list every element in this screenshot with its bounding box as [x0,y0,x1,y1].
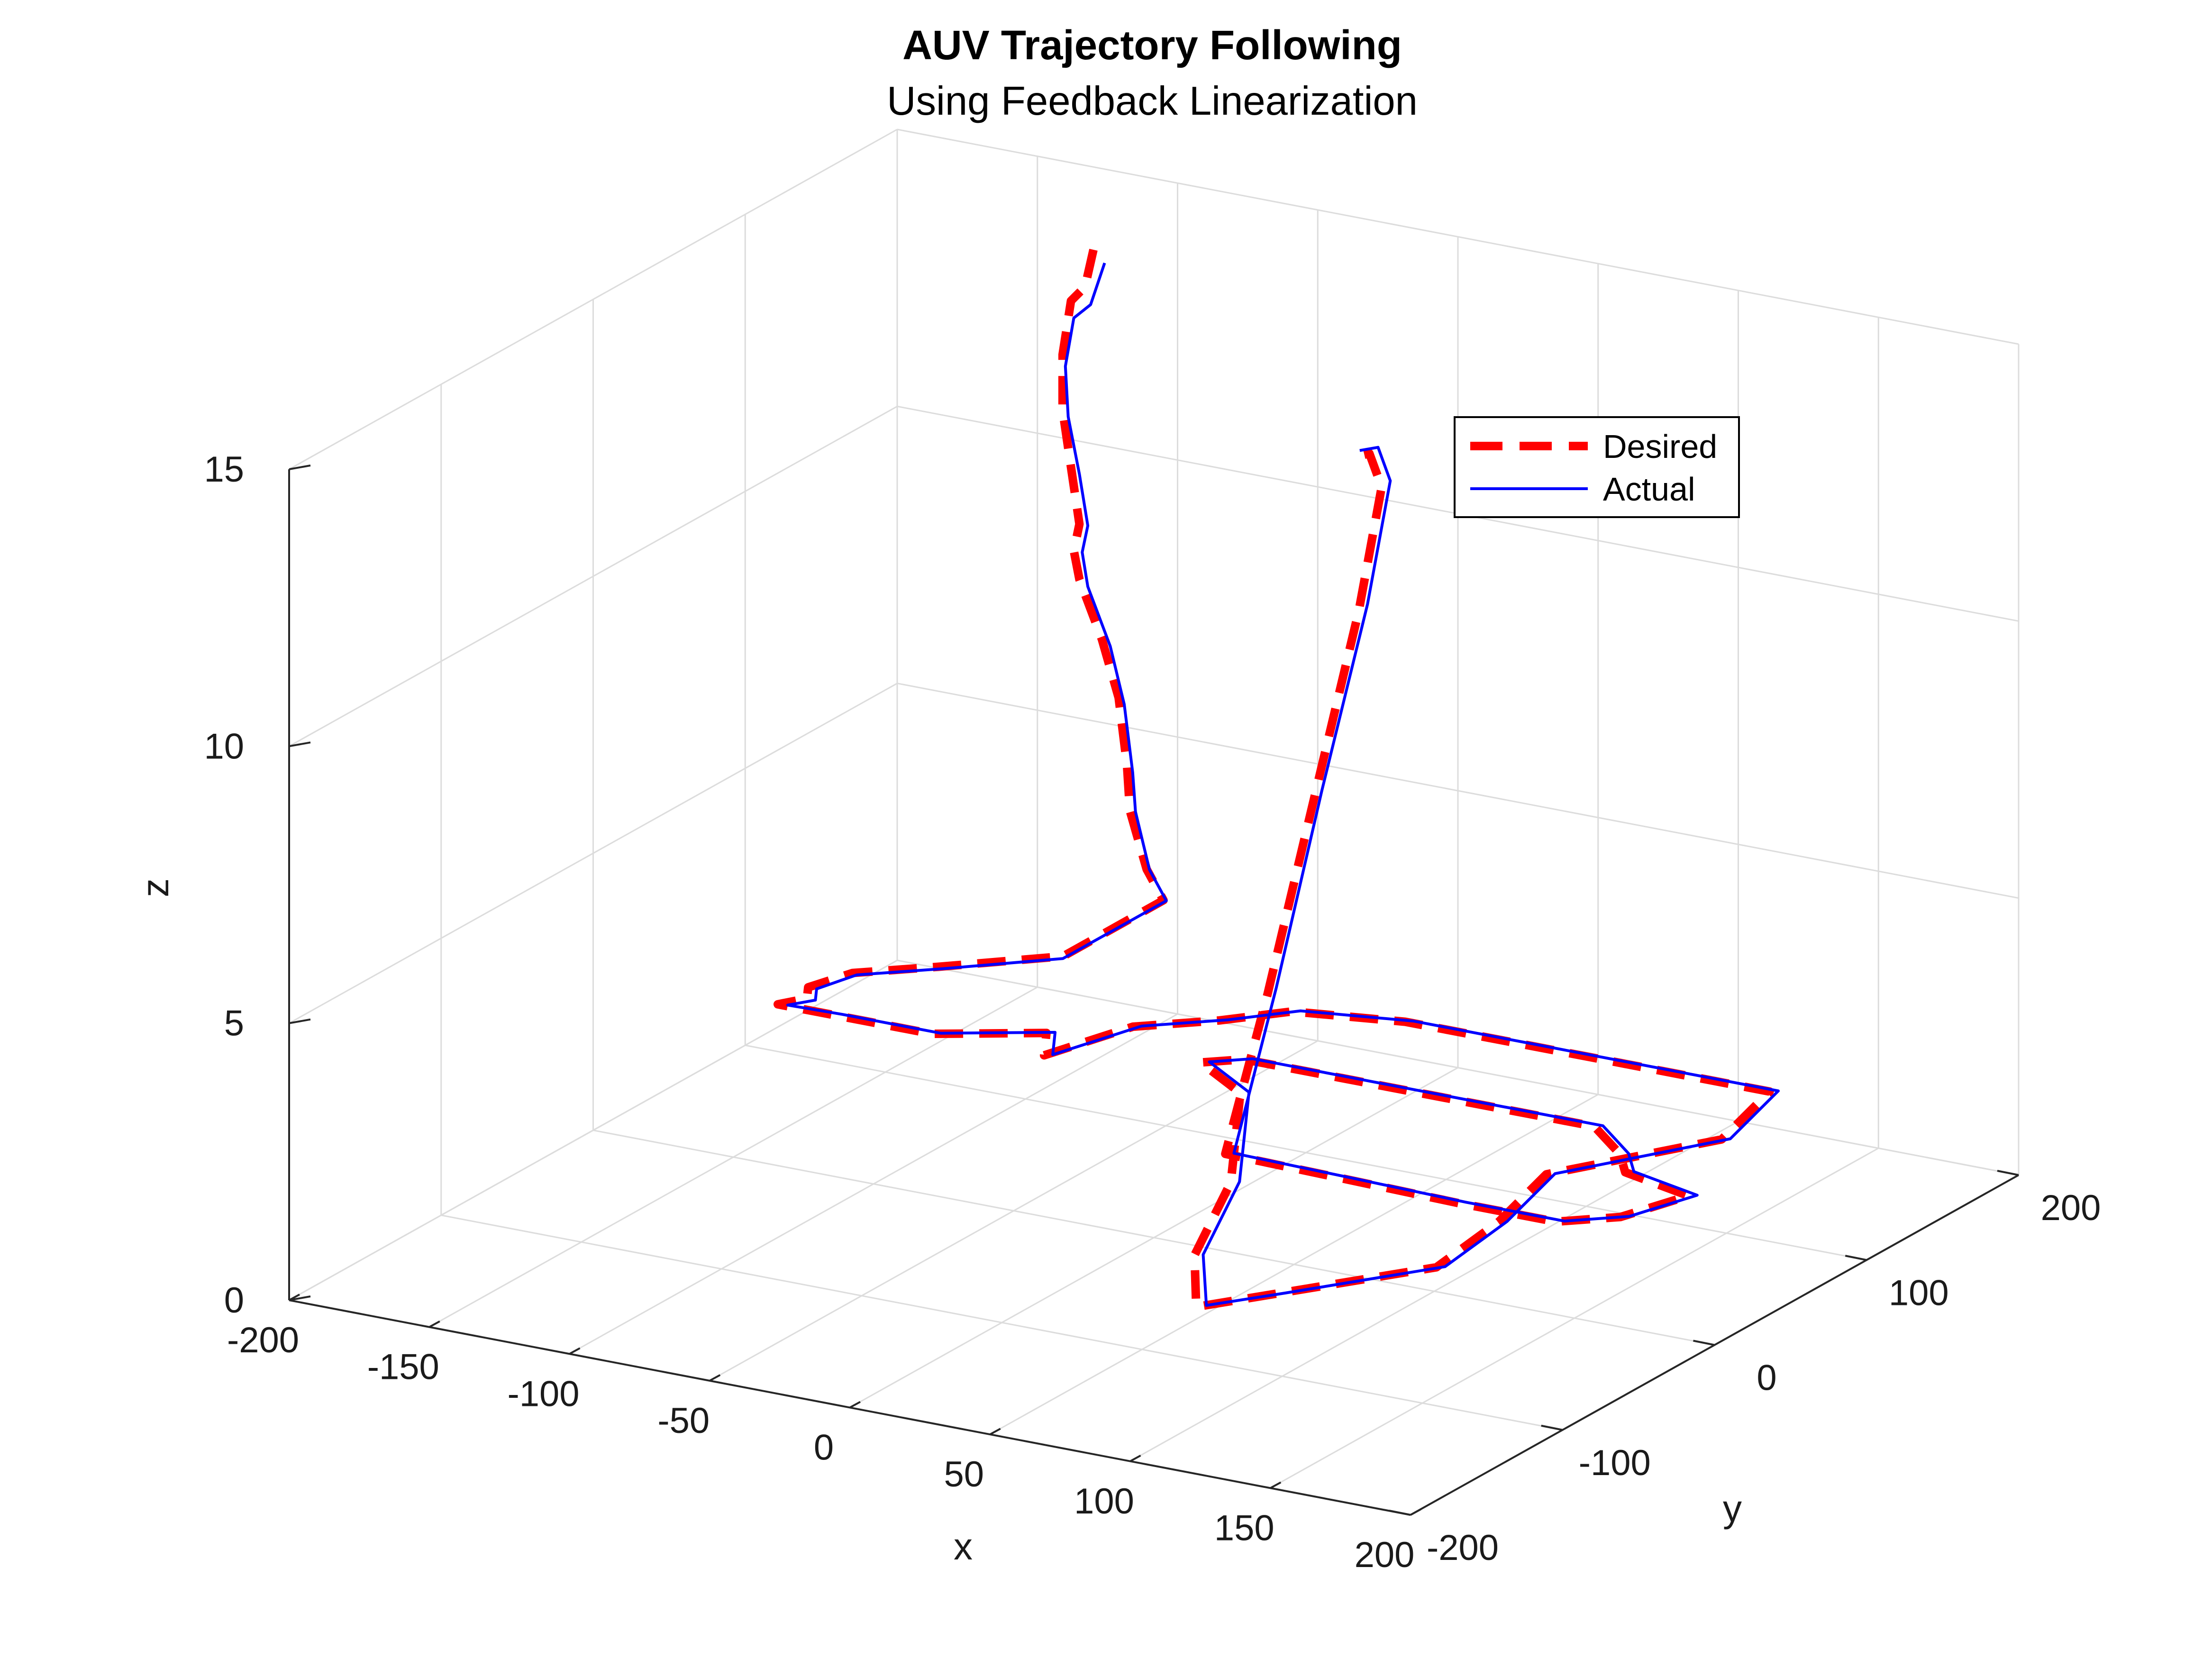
x-axis-tick [1129,1454,1141,1462]
legend-box [1454,416,1740,518]
z-tick-label: 10 [204,726,244,766]
x-axis-tick [428,1320,440,1328]
y-axis-tick [1845,1255,1867,1261]
x-tick-label: 150 [1214,1508,1274,1548]
x-axis-tick [849,1401,861,1409]
x-tick-label: -50 [657,1401,710,1441]
x-axis-label: x [954,1525,973,1568]
grid-line-floor-y [745,1044,1867,1261]
grid-line-back-z [897,959,2019,1176]
x-axis-tick [1410,1508,1421,1516]
x-axis-tick [569,1347,581,1355]
x-tick-label: 0 [814,1428,834,1468]
z-tick-label: 0 [224,1280,244,1321]
x-axis-tick [709,1374,721,1382]
series-desired-line [774,248,1774,1312]
legend-desired-label: Desired [1603,428,1717,465]
y-axis-tick [1997,1170,2019,1176]
x-axis-tick [1270,1481,1282,1489]
series-actual-line [786,262,1780,1307]
grid-line-side-z [289,683,898,1024]
x-tick-label: -100 [507,1374,579,1414]
grid-line-side-z [289,959,898,1301]
plot-series [774,248,1780,1312]
legend-actual-label: Actual [1603,471,1695,508]
y-tick-label: -200 [1427,1528,1499,1568]
chart-title: AUV Trajectory Following [902,22,1402,68]
x-tick-label: 50 [944,1454,984,1495]
z-axis-label: z [134,878,176,897]
grid-line-side-z [289,406,898,747]
x-tick-label: 200 [1355,1535,1415,1575]
x-tick-label: -150 [367,1347,439,1387]
grid-line-back-z [897,128,2019,345]
grid-line-floor-y [441,1214,1563,1431]
grid-line-back-z [897,683,2019,899]
grid-line-side-z [289,128,898,470]
z-tick-label: 15 [204,449,244,490]
y-tick-label: 0 [1757,1358,1776,1398]
y-tick-label: -100 [1579,1443,1651,1483]
y-axis-tick [1389,1510,1411,1516]
x-axis-tick [989,1428,1001,1435]
x-tick-label: 100 [1074,1481,1134,1522]
y-axis-tick [1541,1424,1563,1431]
x-tick-label: -200 [227,1320,299,1360]
y-tick-label: 200 [2041,1188,2101,1228]
chart-subtitle: Using Feedback Linearization [887,79,1418,124]
y-axis-label: y [1723,1487,1742,1530]
grid-line-floor-y [593,1130,1715,1346]
grid-lines [288,128,2020,1516]
z-tick-label: 5 [224,1003,244,1044]
legend: Desired Actual [1454,416,1740,518]
z-axis-tick [289,1018,311,1024]
z-axis-tick [289,465,311,470]
z-axis-tick [289,1295,311,1301]
y-axis-tick [1693,1340,1715,1346]
z-axis-tick [289,741,311,747]
y-tick-label: 100 [1889,1273,1949,1313]
